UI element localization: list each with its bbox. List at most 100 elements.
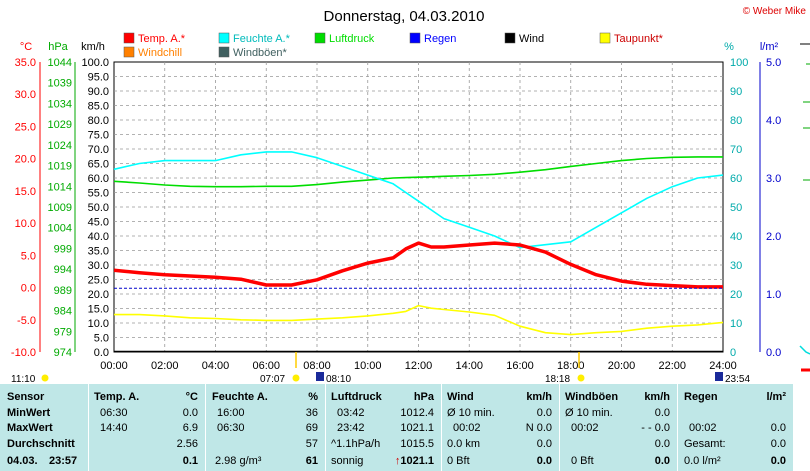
sun-icon: [41, 374, 49, 382]
x-tick-label: 02:00: [151, 360, 179, 372]
wind-r2b: N 0.0: [525, 422, 552, 434]
gusts-r2b: - - 0.0: [641, 422, 670, 434]
wind-tick-label: 15.0: [88, 304, 109, 316]
pressure-min: 1012.4: [400, 407, 434, 419]
legend-label: Feuchte A.*: [233, 33, 291, 45]
x-tick-label: 00:00: [100, 360, 128, 372]
temp-header: Temp. A.: [94, 391, 140, 403]
sunrise-label: 07:07: [260, 374, 285, 384]
wind-tick-label: 40.0: [88, 231, 109, 243]
humidity-unit-label: %: [724, 41, 734, 53]
wind-current: 0.0: [536, 455, 552, 467]
max-label: MaxWert: [7, 422, 53, 434]
sun-icon: [577, 374, 585, 382]
pressure-avg: 1015.5: [400, 438, 434, 450]
gusts-unit: km/h: [644, 391, 670, 403]
pressure-tick-label: 1014: [48, 181, 72, 193]
humidity-column: Feuchte A. % 16:00 36 06:30 69 57 2.98 g…: [205, 384, 326, 471]
temp-unit: °C: [185, 391, 198, 403]
pressure-tick-label: 999: [54, 243, 72, 255]
pressure-current-value: 1021.1: [400, 455, 434, 467]
trend-up-arrow-icon: ↑: [394, 455, 401, 467]
x-tick-label: 14:00: [455, 360, 483, 372]
rain-r2a: 00:02: [689, 422, 717, 434]
legend-swatch: [314, 32, 326, 44]
pressure-max: 1021.1: [400, 422, 434, 434]
statistics-table: Sensor MinWert MaxWert Durchschnitt 04.0…: [0, 384, 810, 471]
wind-tick-label: 20.0: [88, 289, 109, 301]
gusts-r2a: 00:02: [571, 422, 599, 434]
legend-swatch: [218, 46, 230, 58]
pressure-tick-label: 989: [54, 285, 72, 297]
wind-r4a: 0 Bft: [447, 455, 470, 467]
series-line-taupunkt: [114, 304, 724, 336]
humidity-header: Feuchte A.: [212, 391, 268, 403]
temp-tick-label: 5.0: [21, 250, 36, 262]
sun-moon-markers: 11:10 07:07 08:10 18:18 23:54: [11, 352, 750, 384]
wind-r1a: Ø 10 min.: [447, 407, 495, 419]
pressure-unit: hPa: [413, 391, 434, 403]
x-tick-label: 06:00: [252, 360, 280, 372]
pressure-column: Luftdruck hPa 03:42 1012.4 23:42 1021.1 …: [325, 384, 442, 471]
rain-r2b: 0.0: [770, 422, 786, 434]
wind-tick-label: 0.0: [94, 347, 109, 359]
gusts-current: 0.0: [654, 455, 670, 467]
rain-unit: l/m²: [766, 391, 786, 403]
data-series: [113, 151, 724, 353]
temp-max-time: 14:40: [100, 422, 128, 434]
wind-tick-label: 75.0: [88, 130, 109, 142]
humidity-tick-label: 10: [730, 318, 742, 330]
legend-label: Wind: [519, 33, 544, 45]
wind-tick-label: 30.0: [88, 260, 109, 272]
wind-tick-label: 85.0: [88, 101, 109, 113]
x-tick-label: 12:00: [405, 360, 433, 372]
pressure-tick-label: 994: [54, 264, 72, 276]
current-time: 23:57: [49, 455, 78, 467]
humidity-tick-label: 50: [730, 202, 742, 214]
temp-tick-label: 15.0: [15, 186, 36, 198]
pressure-tick-label: 984: [54, 306, 72, 318]
rain-r3b: 0.0: [770, 438, 786, 450]
pressure-tick-label: 1019: [48, 161, 72, 173]
pressure-max-time: 23:42: [337, 422, 365, 434]
legend-label: Luftdruck: [329, 33, 375, 45]
legend-swatch: [123, 46, 135, 58]
pressure-tick-label: 974: [54, 347, 72, 359]
humidity-absolute: 2.98 g/m³: [215, 455, 262, 467]
sunset-label: 18:18: [545, 374, 570, 384]
current-date: 04.03.: [7, 455, 38, 467]
legend-swatch: [123, 32, 135, 44]
pressure-tick-label: 1024: [48, 140, 72, 152]
gusts-r1a: Ø 10 min.: [565, 407, 613, 419]
humidity-avg: 57: [305, 438, 318, 450]
gusts-header: Windböen: [565, 391, 619, 403]
rain-header: Regen: [684, 391, 718, 403]
temp-current: 0.1: [182, 455, 198, 467]
pressure-tick-label: 1004: [48, 223, 72, 235]
series-line-temp-a: [113, 241, 723, 289]
x-tick-label: 08:00: [303, 360, 331, 372]
temp-avg: 2.56: [176, 438, 198, 450]
x-tick-label: 22:00: [658, 360, 686, 372]
rain-tick-label: 5.0: [766, 57, 781, 69]
temp-min-time: 06:30: [100, 407, 128, 419]
sensor-header: Sensor: [7, 391, 45, 403]
x-axis: 00:00 02:00 04:00 06:00 08:00 10:00 12:00 14:00…: [100, 360, 737, 372]
wind-tick-label: 45.0: [88, 217, 109, 229]
humidity-unit: %: [308, 391, 318, 403]
min-label: MinWert: [7, 407, 51, 419]
axis-headers: °C hPa km/h% l/m²: [20, 41, 779, 53]
wind-tick-label: 10.0: [88, 318, 109, 330]
x-tick-label: 24:00: [709, 360, 737, 372]
pressure-tick-label: 1034: [48, 98, 72, 110]
pressure-unit-label: hPa: [48, 41, 68, 53]
weather-chart: Donnerstag, 04.03.2010 © Weber Mike Temp…: [11, 6, 810, 384]
temp-column: Temp. A. °C 06:30 0.0 14:40 6.9 2.56 0.1: [88, 384, 206, 471]
moonrise-label: 08:10: [326, 374, 351, 384]
wind-r1b: 0.0: [536, 407, 552, 419]
wind-tick-label: 70.0: [88, 144, 109, 156]
weather-condition: sonnig: [331, 455, 364, 467]
temp-min: 0.0: [182, 407, 198, 419]
rain-unit-label: l/m²: [760, 41, 779, 53]
wind-header: Wind: [447, 391, 474, 403]
